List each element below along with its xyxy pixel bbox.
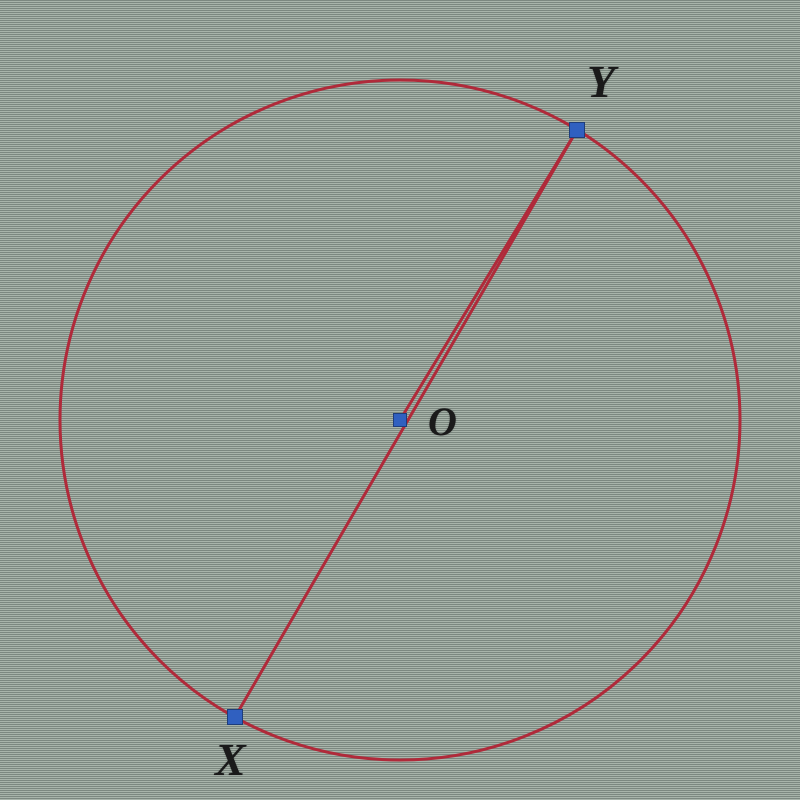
label-Y: Y — [587, 55, 615, 108]
point-O — [393, 413, 407, 427]
label-O: O — [428, 398, 457, 445]
label-X: X — [215, 733, 246, 786]
geometry-diagram: O Y X — [0, 0, 800, 800]
point-X — [227, 709, 243, 725]
diagram-svg — [0, 0, 800, 800]
point-Y — [569, 122, 585, 138]
